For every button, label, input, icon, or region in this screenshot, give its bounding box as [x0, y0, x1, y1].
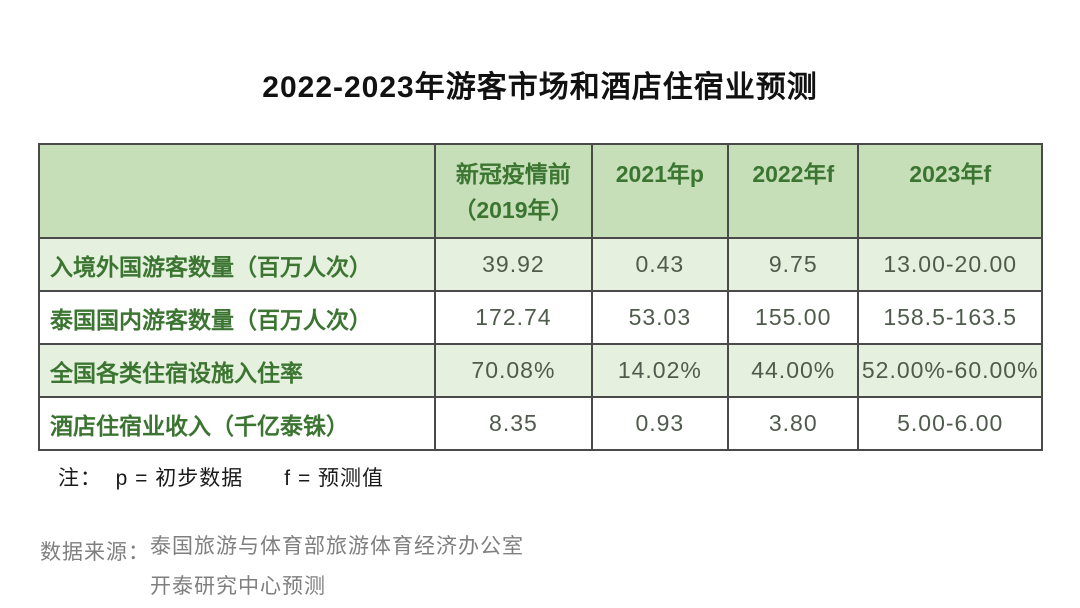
- header-2021p: 2021年p: [590, 143, 730, 239]
- page-title: 2022-2023年游客市场和酒店住宿业预测: [262, 71, 818, 104]
- footnote: 注： p = 初步数据 f = 预测值: [58, 467, 385, 490]
- data-source-lines: 泰国旅游与体育部旅游体育经济办公室 开泰研究中心预测: [150, 536, 524, 597]
- header-2022f: 2022年f: [727, 143, 860, 239]
- data-source-line-1: 泰国旅游与体育部旅游体育经济办公室: [150, 535, 524, 558]
- cell-value: 44.00%: [727, 343, 860, 398]
- cell-value: 39.92: [434, 237, 593, 292]
- row-label-hotel-revenue: 酒店住宿业收入（千亿泰铢）: [37, 396, 437, 451]
- table-header-row: 新冠疫情前 （2019年） 2021年p 2022年f 2023年f: [37, 143, 1043, 239]
- data-source-label: 数据来源：: [40, 541, 150, 564]
- cell-value: 158.5-163.5: [857, 290, 1043, 345]
- cell-value: 52.00%-60.00%: [857, 343, 1043, 398]
- row-label-occupancy-rate: 全国各类住宿设施入住率: [37, 343, 437, 398]
- cell-value: 0.43: [590, 237, 730, 292]
- cell-value: 172.74: [434, 290, 593, 345]
- cell-value: 8.35: [434, 396, 593, 451]
- table-row: 全国各类住宿设施入住率 70.08% 14.02% 44.00% 52.00%-…: [37, 343, 1043, 398]
- row-label-inbound-tourists: 入境外国游客数量（百万人次）: [37, 237, 437, 292]
- cell-value: 14.02%: [590, 343, 730, 398]
- row-label-domestic-tourists: 泰国国内游客数量（百万人次）: [37, 290, 437, 345]
- header-pre-covid: 新冠疫情前 （2019年）: [434, 143, 593, 239]
- data-source-line-2: 开泰研究中心预测: [150, 575, 326, 598]
- table-row: 入境外国游客数量（百万人次） 39.92 0.43 9.75 13.00-20.…: [37, 237, 1043, 292]
- cell-value: 9.75: [727, 237, 860, 292]
- cell-value: 5.00-6.00: [857, 396, 1043, 451]
- cell-value: 3.80: [727, 396, 860, 451]
- cell-value: 0.93: [590, 396, 730, 451]
- header-2023f: 2023年f: [857, 143, 1043, 239]
- cell-value: 13.00-20.00: [857, 237, 1043, 292]
- forecast-table: 新冠疫情前 （2019年） 2021年p 2022年f 2023年f 入境外国游…: [37, 143, 1043, 451]
- cell-value: 70.08%: [434, 343, 593, 398]
- data-source: 数据来源： 泰国旅游与体育部旅游体育经济办公室 开泰研究中心预测: [40, 536, 524, 597]
- cell-value: 155.00: [727, 290, 860, 345]
- header-corner-cell: [37, 143, 437, 239]
- cell-value: 53.03: [590, 290, 730, 345]
- table-row: 泰国国内游客数量（百万人次） 172.74 53.03 155.00 158.5…: [37, 290, 1043, 345]
- table-row: 酒店住宿业收入（千亿泰铢） 8.35 0.93 3.80 5.00-6.00: [37, 396, 1043, 451]
